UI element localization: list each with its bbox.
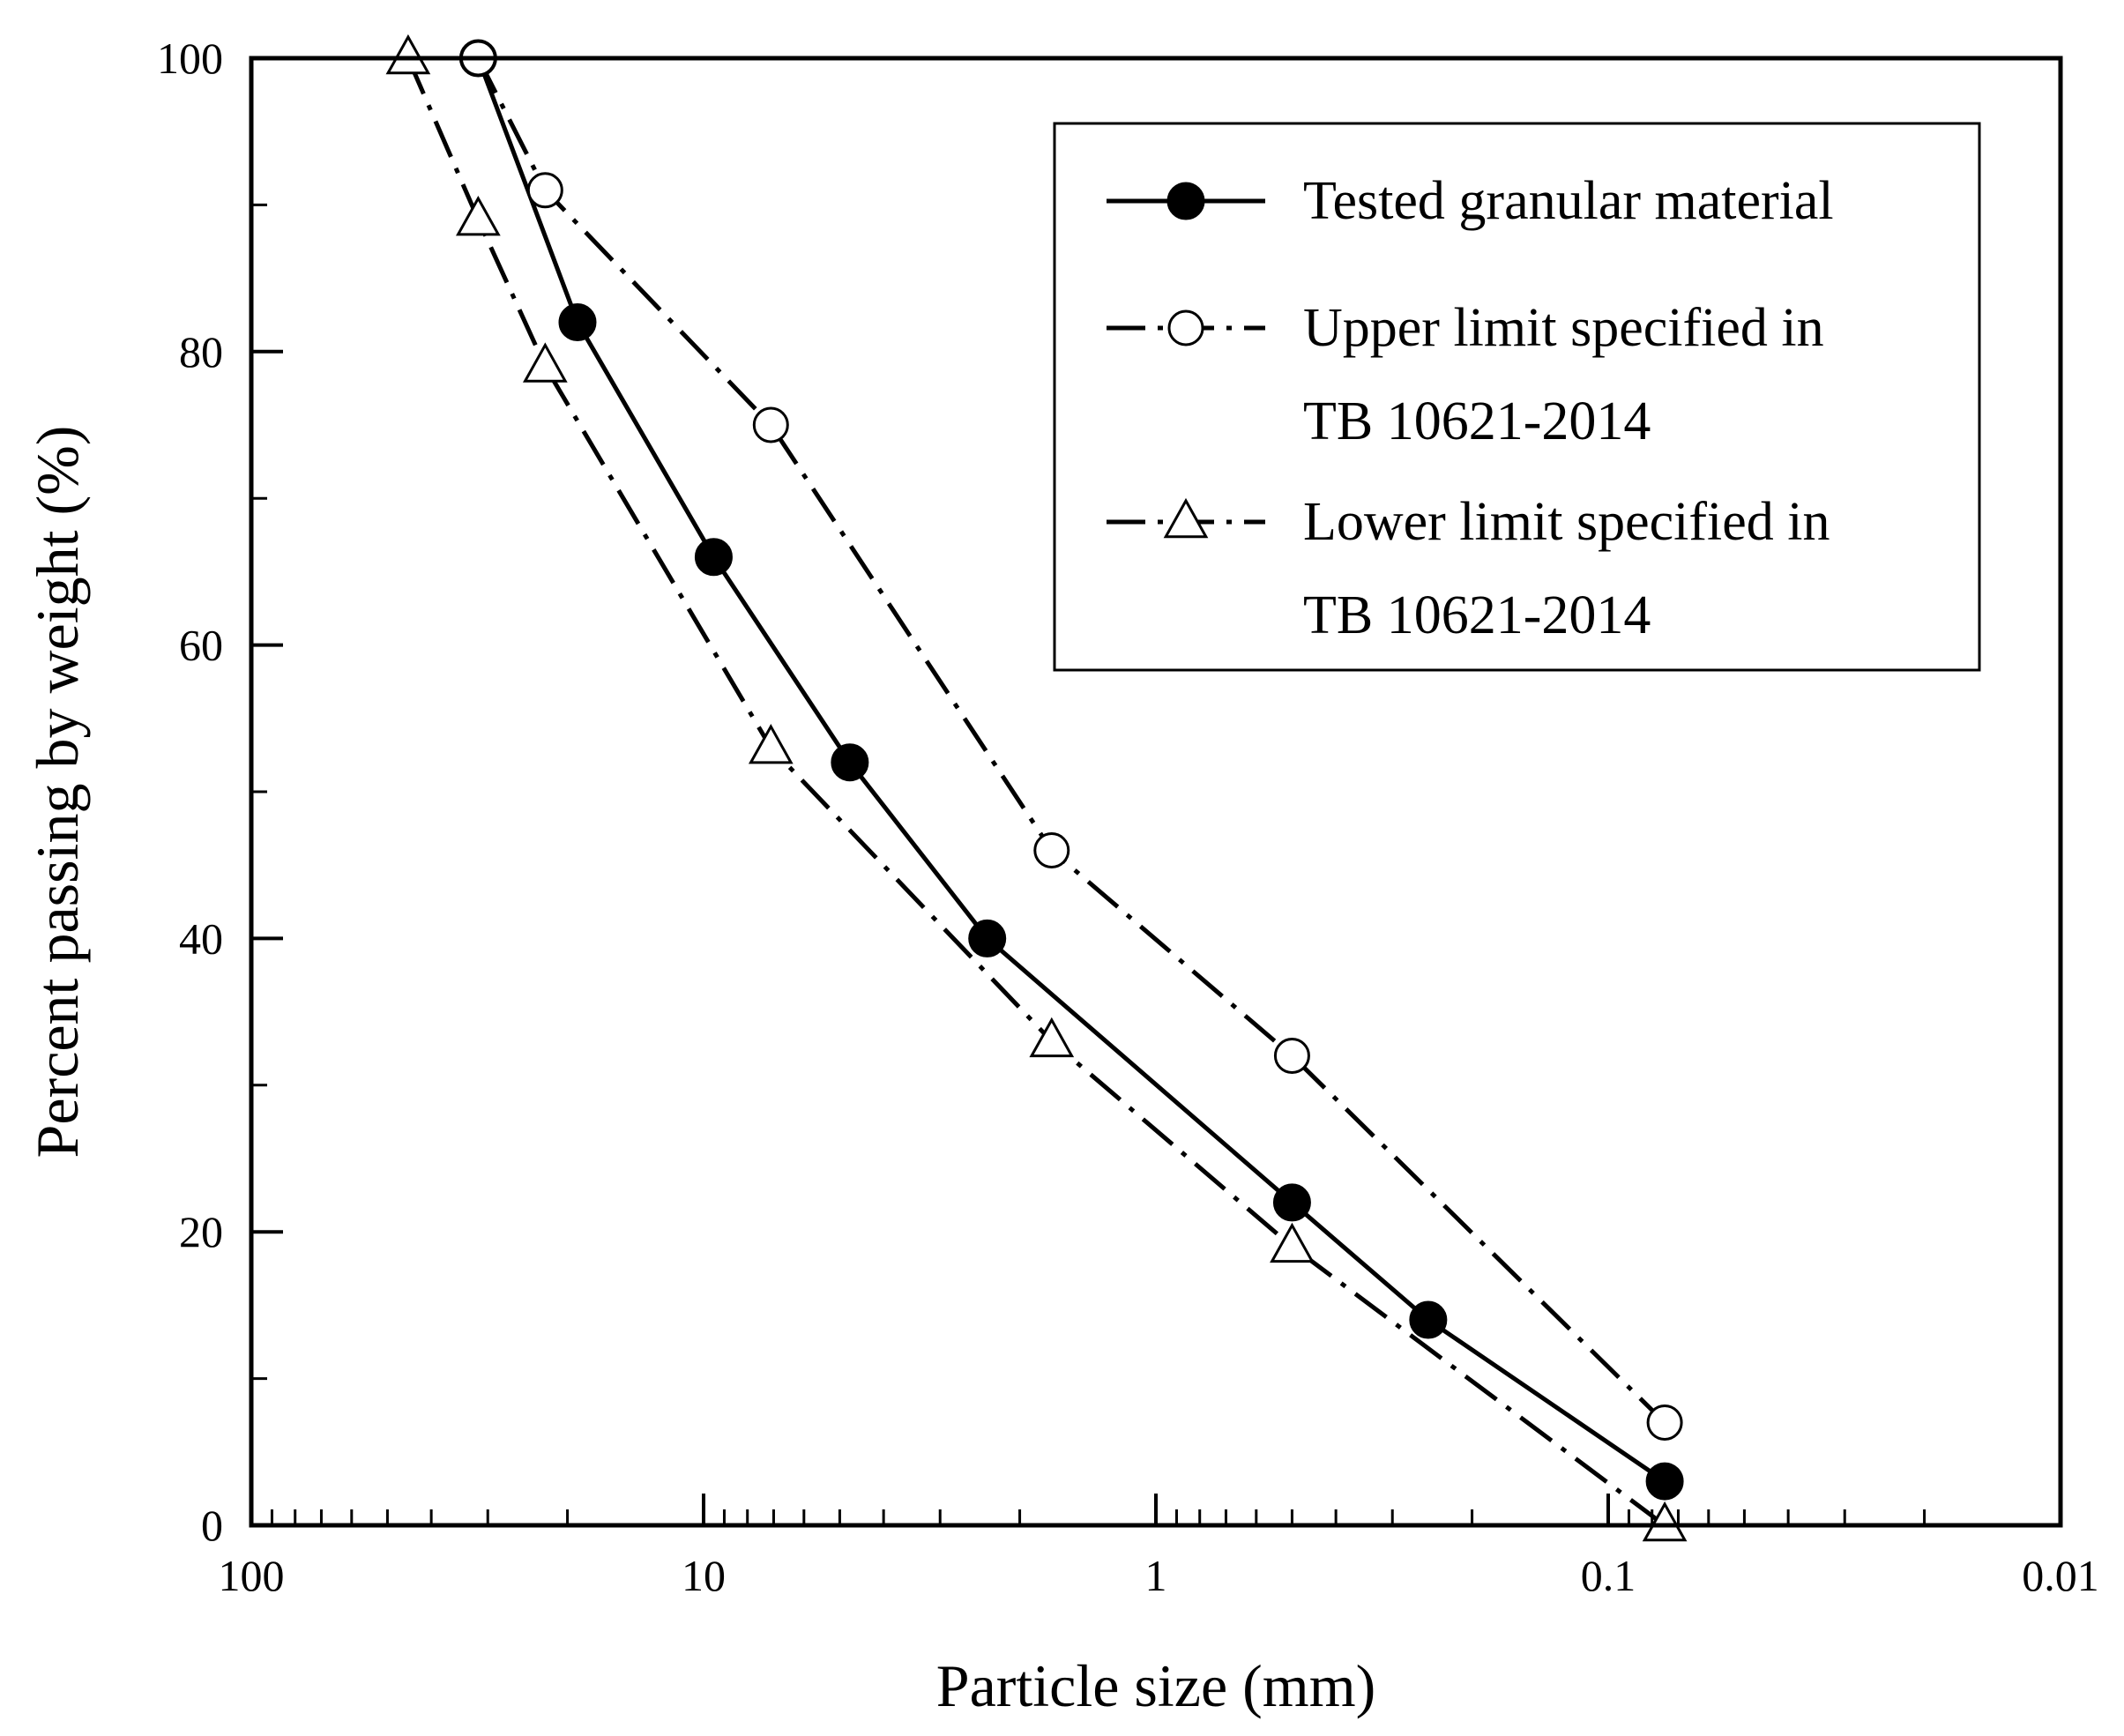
legend-label: TB 10621-2014 <box>1303 391 1651 451</box>
data-point <box>968 919 1007 957</box>
x-tick-label: 1 <box>1145 1551 1167 1600</box>
data-point <box>456 195 501 236</box>
series-layer <box>385 34 1688 1542</box>
data-point <box>385 34 431 75</box>
data-point <box>1033 832 1070 869</box>
y-tick-label: 0 <box>201 1501 223 1550</box>
data-point <box>1273 1038 1310 1075</box>
legend-label: Tested granular material <box>1303 171 1834 231</box>
y-axis-title: Percent passing by weight (%) <box>24 426 91 1159</box>
series-line <box>476 56 1666 1425</box>
data-point <box>1029 1017 1075 1058</box>
y-tick-label: 100 <box>157 34 223 83</box>
x-tick-label: 10 <box>682 1551 726 1600</box>
legend-entry-1: Tested granular material <box>1107 171 1834 231</box>
data-point <box>558 303 597 342</box>
y-tick-label: 20 <box>179 1207 223 1256</box>
data-point <box>1645 1462 1684 1501</box>
x-tick-label: 0.1 <box>1581 1551 1636 1600</box>
x-axis-title: Particle size (mm) <box>936 1652 1375 1719</box>
data-point <box>522 342 568 383</box>
series-line <box>476 57 1666 1484</box>
legend-entry-3: Lower limit specified in TB 10621-2014 <box>1107 492 1830 645</box>
series-3 <box>385 34 1688 1542</box>
legend-box <box>1053 122 1981 672</box>
legend-marker <box>1167 309 1204 346</box>
legend: Tested granular material Upper limit spec… <box>1053 122 1981 672</box>
x-tick-label: 100 <box>219 1551 285 1600</box>
legend-label: Upper limit specified in <box>1303 298 1824 358</box>
y-tick-label: 60 <box>179 621 223 670</box>
data-point <box>831 743 869 782</box>
y-tick-label: 80 <box>179 327 223 376</box>
data-point <box>748 724 794 764</box>
data-point <box>694 538 733 577</box>
legend-marker <box>1166 182 1205 220</box>
y-axis: 0 20 40 60 80 100 <box>157 34 283 1550</box>
legend-marker <box>1163 497 1209 539</box>
data-point <box>1270 1222 1315 1263</box>
data-point <box>1409 1300 1448 1339</box>
data-point <box>1272 1183 1311 1222</box>
data-point <box>1646 1404 1683 1442</box>
legend-label: TB 10621-2014 <box>1303 585 1651 645</box>
x-axis: 100 10 1 0.1 0.01 <box>219 1494 2099 1600</box>
legend-label: Lower limit specified in <box>1303 492 1830 552</box>
y-tick-label: 40 <box>179 913 223 963</box>
data-point <box>526 172 563 209</box>
data-point <box>1642 1501 1688 1542</box>
legend-entry-2: Upper limit specified in TB 10621-2014 <box>1107 298 1824 451</box>
data-point <box>752 406 789 443</box>
x-tick-label: 0.01 <box>2022 1551 2099 1600</box>
